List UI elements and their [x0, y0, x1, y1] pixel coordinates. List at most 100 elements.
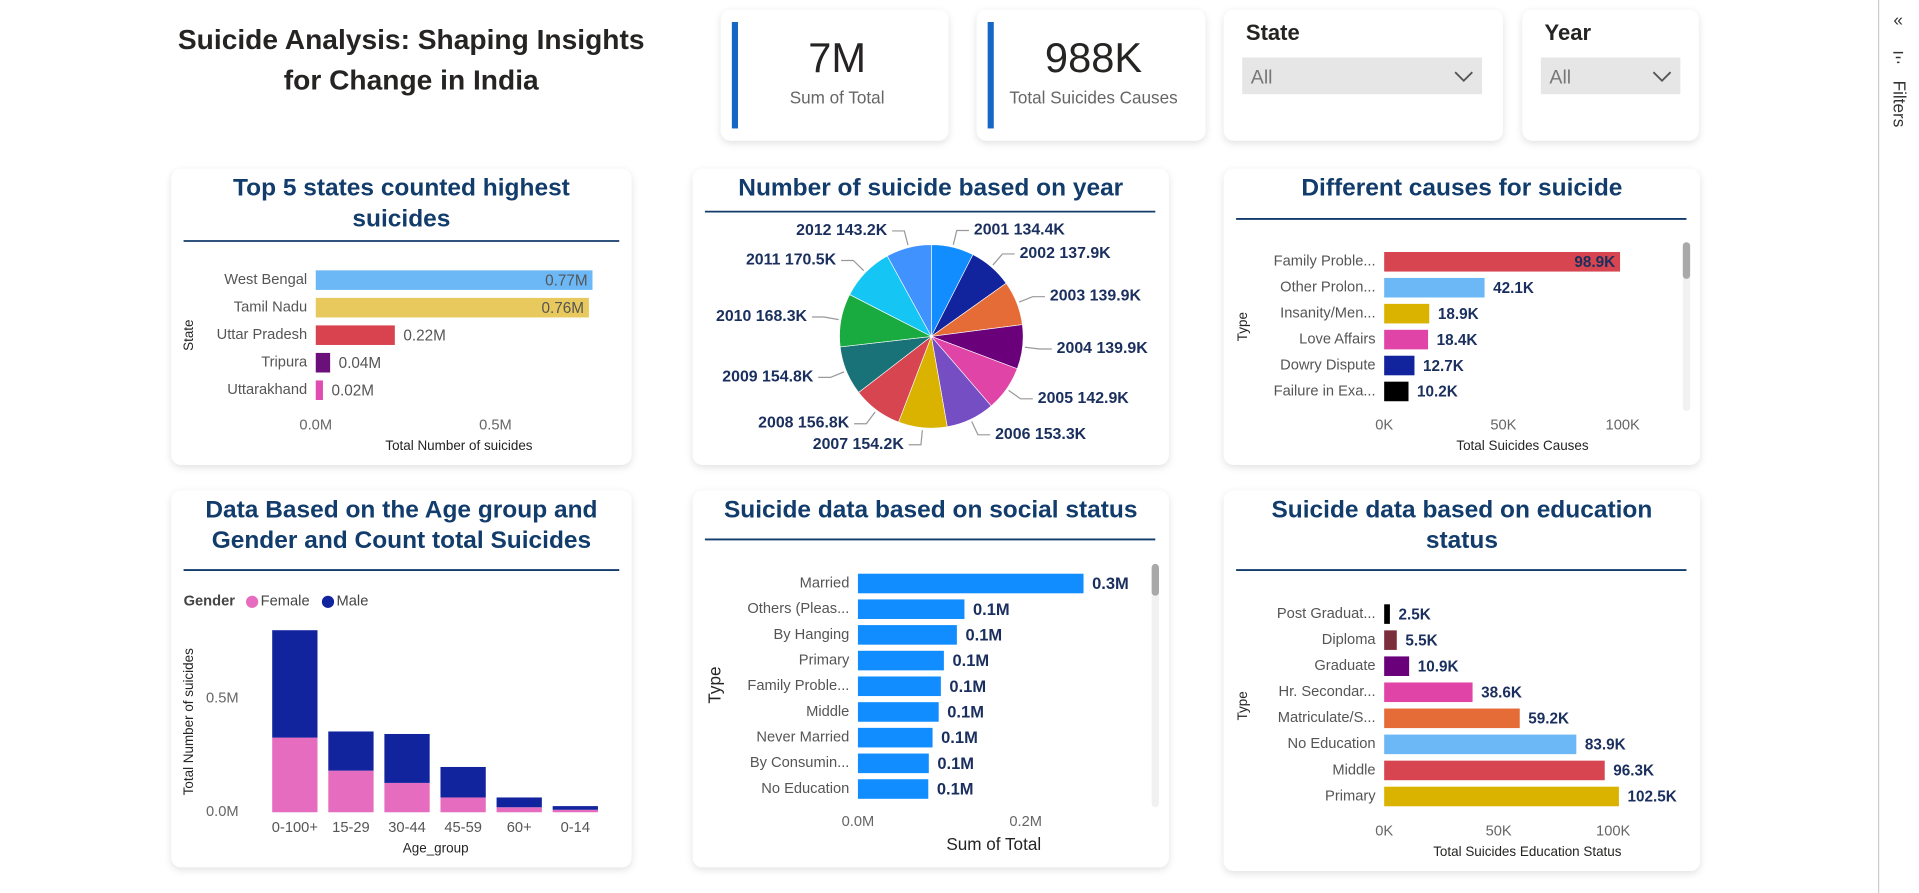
label-value: 139.9K — [1096, 340, 1148, 357]
leader-line — [818, 371, 845, 379]
bar — [1384, 329, 1429, 350]
label-category: 2011 — [746, 252, 781, 269]
category-label: Love Affairs — [1299, 331, 1375, 347]
data-label: 2010 168.3K — [716, 308, 808, 325]
x-tick-label: 0.5M — [479, 418, 512, 434]
y-axis-title: Type — [1235, 691, 1250, 720]
category-label: Family Proble... — [1274, 254, 1376, 270]
scroll-thumb[interactable] — [1682, 242, 1691, 279]
scroll-track — [1151, 563, 1159, 808]
data-label: 2003 139.9K — [1050, 288, 1142, 305]
kpi-value: 988K — [1045, 34, 1142, 81]
chart-title: Different causes for suicide — [1301, 174, 1623, 202]
label-category: 2010 — [716, 308, 752, 325]
slicer-dropdown[interactable] — [1242, 57, 1483, 95]
page-title: Suicide Analysis: Shaping Insights for C… — [177, 23, 645, 96]
scroll-track — [1682, 242, 1691, 412]
category-label: Matriculate/S... — [1278, 710, 1376, 726]
y-axis-title: State — [181, 319, 196, 350]
filter-icon — [1893, 51, 1904, 64]
label-category: 2004 — [1057, 340, 1093, 357]
bar — [1384, 630, 1397, 650]
label-value: 154.2K — [853, 436, 905, 453]
bar — [1384, 786, 1619, 807]
chart-title: Data Based on the Age group and Gender a… — [205, 496, 598, 555]
data-label: 0.1M — [952, 652, 989, 670]
category-label: West Bengal — [224, 272, 307, 288]
chevron — [1454, 71, 1473, 83]
data-label: 18.4K — [1437, 332, 1478, 349]
category-label: Middle — [1332, 762, 1375, 778]
category-label: Diploma — [1322, 632, 1377, 648]
bar-segment — [440, 766, 486, 798]
bar — [857, 625, 957, 645]
data-label: 0.04M — [339, 355, 381, 372]
legend-label: Male — [337, 594, 369, 610]
chart-title-box: Different causes for suicide — [1301, 174, 1623, 202]
y-tick-label: 0.0M — [206, 804, 239, 820]
bar-segment — [328, 770, 374, 813]
data-label: 0.1M — [965, 626, 1002, 644]
data-label: 59.2K — [1528, 711, 1569, 728]
data-label: 2009 154.8K — [722, 369, 814, 386]
x-tick-label: 0-14 — [561, 820, 590, 836]
label-value: 139.9K — [1090, 288, 1142, 305]
bar-segment — [496, 807, 542, 813]
bar — [857, 676, 941, 697]
pane-label[interactable]: Filters — [1890, 81, 1909, 128]
label-category: 2005 — [1038, 390, 1074, 407]
label-category: 2009 — [722, 369, 758, 386]
category-label: Graduate — [1314, 658, 1375, 674]
pie-slice — [886, 244, 932, 337]
category-label: Married — [800, 575, 850, 591]
bar — [857, 702, 939, 722]
leader-line — [854, 411, 876, 425]
data-label: 0.1M — [937, 755, 974, 773]
x-tick-label: 15-29 — [332, 820, 370, 836]
data-label: 0.02M — [332, 382, 374, 399]
x-tick-label: 0-100+ — [272, 820, 318, 836]
data-label: 10.2K — [1417, 384, 1458, 401]
leader-line — [1018, 296, 1046, 303]
label-category: 2012 — [796, 222, 832, 239]
bar — [857, 599, 965, 619]
label-category: 2006 — [995, 426, 1031, 443]
label-category: 2002 — [1020, 245, 1056, 262]
bar-segment — [384, 782, 430, 813]
chart-title: Number of suicide based on year — [738, 174, 1124, 202]
chevron — [1652, 71, 1672, 83]
x-axis-title: Total Suicides Causes — [1456, 438, 1589, 453]
category-label: No Education — [1287, 736, 1375, 752]
bar — [1384, 251, 1621, 272]
scroll-thumb[interactable] — [1151, 563, 1159, 596]
category-label: Family Proble... — [747, 678, 849, 694]
pane-collapse[interactable]: « — [1893, 10, 1903, 29]
y-tick-label: 0.5M — [206, 690, 239, 706]
leader-line — [1024, 346, 1052, 350]
legend-title: Gender — [184, 594, 236, 610]
x-tick-label: 100K — [1606, 418, 1640, 434]
label-category: 2001 — [974, 222, 1010, 239]
bar — [315, 325, 395, 345]
x-tick-label: 0.0M — [842, 814, 875, 830]
x-tick-label: 60+ — [507, 820, 532, 836]
x-tick-label: 0K — [1375, 418, 1393, 434]
data-label: 0.76M — [542, 300, 584, 317]
bar-segment — [328, 731, 374, 771]
y-axis-title: Type — [1235, 312, 1250, 341]
label-value: 137.9K — [1059, 245, 1111, 262]
bar — [315, 352, 331, 373]
kpi-accent — [987, 22, 994, 129]
data-label: 2008 156.8K — [758, 415, 850, 432]
label-category: 2007 — [813, 436, 849, 453]
category-label: Dowry Dispute — [1280, 357, 1375, 373]
x-tick-label: 0K — [1375, 824, 1393, 840]
label-value: 168.3K — [756, 308, 808, 325]
slicer-title: Year — [1545, 20, 1592, 45]
bar-segment — [272, 630, 318, 738]
x-tick-label: 0.2M — [1009, 814, 1042, 830]
bar — [857, 650, 944, 671]
bar-segment — [440, 797, 486, 813]
y-axis-title: Total Number of suicides — [181, 648, 196, 795]
leader-line — [908, 430, 923, 446]
